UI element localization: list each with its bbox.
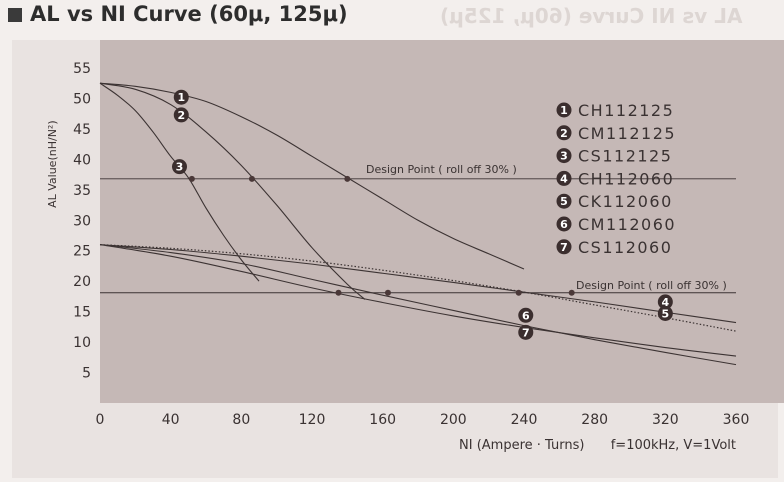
design-point-marker: [248, 175, 255, 182]
curve-badge-3: [172, 159, 187, 175]
curve-badge-3-number: 3: [176, 161, 184, 174]
x-tick-label: 360: [723, 412, 750, 428]
title-bullet-icon: [8, 8, 22, 22]
x-tick-label: 40: [162, 412, 180, 428]
y-tick-label: 25: [73, 244, 91, 260]
y-tick-label: 55: [73, 61, 91, 77]
legend-label-1: CH112125: [578, 101, 674, 120]
header: AL vs NI Curve (60μ, 125μ) AL vs NI Curv…: [0, 0, 784, 36]
test-conditions: f=100kHz, V=1Volt: [611, 438, 736, 453]
series-line-2: [99, 82, 366, 300]
legend-badge-2: [556, 125, 572, 141]
y-tick-label: 45: [73, 122, 91, 138]
legend-badge-7-number: 7: [560, 241, 568, 254]
y-tick-label: 20: [73, 274, 91, 290]
curve-badge-2-number: 2: [177, 109, 185, 122]
y-axis-title: AL Value(nH/N²): [46, 120, 59, 208]
series-line-7: [99, 244, 737, 357]
legend-badge-3-number: 3: [560, 150, 568, 163]
curve-badge-5-number: 5: [662, 307, 670, 320]
x-tick-label: 320: [652, 412, 679, 428]
design-point-marker: [568, 289, 575, 296]
design-point-marker: [335, 289, 342, 296]
design-point-label: Design Point ( roll off 30% ): [366, 163, 517, 176]
legend-badge-3: [556, 148, 572, 164]
page-title: AL vs NI Curve (60μ, 125μ): [30, 2, 348, 26]
y-tick-label: 35: [73, 183, 91, 199]
series-line-5: [99, 244, 737, 332]
y-tick-label: 50: [73, 91, 91, 107]
x-tick-label: 0: [96, 412, 105, 428]
legend-badge-7: [556, 239, 572, 255]
series-line-1: [99, 82, 525, 270]
series-line-4: [99, 244, 737, 324]
x-tick-label: 280: [581, 412, 608, 428]
legend-badge-4: [556, 170, 572, 186]
curve-badge-7: [518, 324, 534, 340]
legend-badge-2-number: 2: [560, 127, 568, 140]
legend-label-7: CS112060: [578, 238, 672, 257]
y-tick-label: 15: [73, 305, 91, 321]
legend-badge-5: [556, 193, 572, 209]
curve-badge-5: [657, 305, 673, 321]
y-tick-label: 10: [73, 335, 91, 351]
curve-badge-6: [518, 307, 534, 323]
design-point-marker: [384, 289, 391, 296]
curve-badge-4: [657, 294, 673, 310]
curve-badge-7-number: 7: [522, 326, 530, 339]
x-tick-label: 200: [440, 412, 467, 428]
legend-badge-6-number: 6: [560, 218, 568, 231]
x-axis-title: NI (Ampere · Turns): [459, 438, 584, 453]
legend-badge-1-number: 1: [560, 104, 568, 117]
y-tick-label: 5: [82, 366, 91, 382]
legend-label-2: CM112125: [578, 124, 676, 143]
legend-badge-4-number: 4: [560, 172, 568, 185]
legend-badge-6: [556, 216, 572, 232]
legend-label-5: CK112060: [578, 192, 673, 211]
design-point-marker: [188, 175, 195, 182]
x-tick-label: 160: [369, 412, 396, 428]
series-line-6: [99, 244, 737, 366]
legend-label-3: CS112125: [578, 147, 672, 166]
curve-badge-4-number: 4: [662, 296, 670, 309]
curve-badge-2: [173, 107, 189, 123]
design-point-marker: [344, 175, 351, 182]
y-tick-label: 40: [73, 152, 91, 168]
x-tick-label: 120: [299, 412, 326, 428]
y-tick-label: 30: [73, 213, 91, 229]
design-point-marker: [515, 289, 522, 296]
plot-area: [100, 40, 784, 403]
legend-badge-5-number: 5: [560, 195, 568, 208]
legend-label-6: CM112060: [578, 215, 676, 234]
x-tick-label: 240: [511, 412, 538, 428]
curve-badge-1: [173, 89, 189, 105]
legend-label-4: CH112060: [578, 169, 674, 188]
curve-badge-6-number: 6: [522, 309, 530, 322]
x-tick-label: 80: [232, 412, 250, 428]
legend-badge-1: [556, 102, 572, 118]
design-point-label: Design Point ( roll off 30% ): [576, 279, 727, 292]
curve-badge-1-number: 1: [177, 91, 185, 104]
